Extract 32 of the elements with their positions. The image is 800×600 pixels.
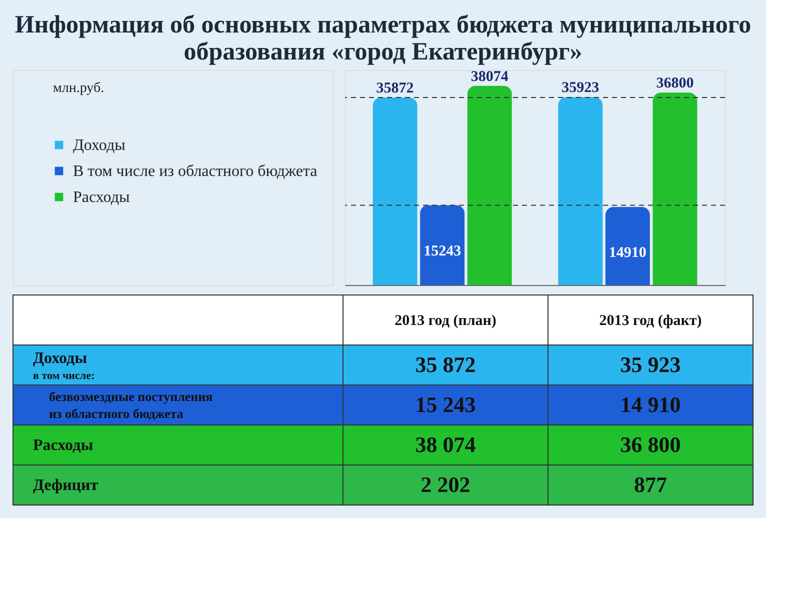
legend-label: Доходы bbox=[73, 137, 126, 154]
data-label: 35923 bbox=[562, 80, 600, 96]
category-label: Доходы bbox=[33, 350, 88, 367]
category-label: безвозмездные поступления из областного бюджета bbox=[49, 389, 213, 421]
category-label: 2013 год (план) bbox=[394, 313, 496, 329]
category-label: Дефицит bbox=[33, 477, 98, 494]
bar bbox=[467, 86, 512, 285]
legend-label: Расходы bbox=[73, 189, 130, 206]
text: 38 074 bbox=[415, 432, 476, 457]
text: 15 243 bbox=[415, 392, 476, 417]
text: 35 923 bbox=[620, 352, 681, 377]
bar bbox=[652, 92, 698, 285]
text: млн.руб. bbox=[53, 81, 104, 96]
text: 35 872 bbox=[415, 352, 476, 377]
data-label: 15243 bbox=[424, 243, 462, 260]
bar bbox=[372, 97, 418, 285]
text: 877 bbox=[634, 472, 667, 497]
text: в том числе: bbox=[33, 370, 95, 382]
data-label: 36800 bbox=[656, 76, 694, 92]
data-label: 38074 bbox=[470, 68, 509, 85]
chart-title: Информация об основных параметрах бюджета муниципального образования «город Екатеринбург» bbox=[14, 11, 752, 66]
text: 36 800 bbox=[620, 432, 681, 457]
data-label: 14910 bbox=[608, 245, 646, 262]
category-label: Расходы bbox=[33, 437, 94, 454]
bar bbox=[558, 97, 603, 285]
text: 14 910 bbox=[620, 392, 681, 417]
legend-label: В том числе из областного бюджета bbox=[73, 163, 318, 180]
category-label: 2013 год (факт) bbox=[599, 313, 702, 329]
bar bbox=[605, 207, 650, 285]
bar bbox=[420, 205, 465, 285]
data-label: 35872 bbox=[376, 80, 414, 96]
text: 2 202 bbox=[420, 472, 470, 497]
